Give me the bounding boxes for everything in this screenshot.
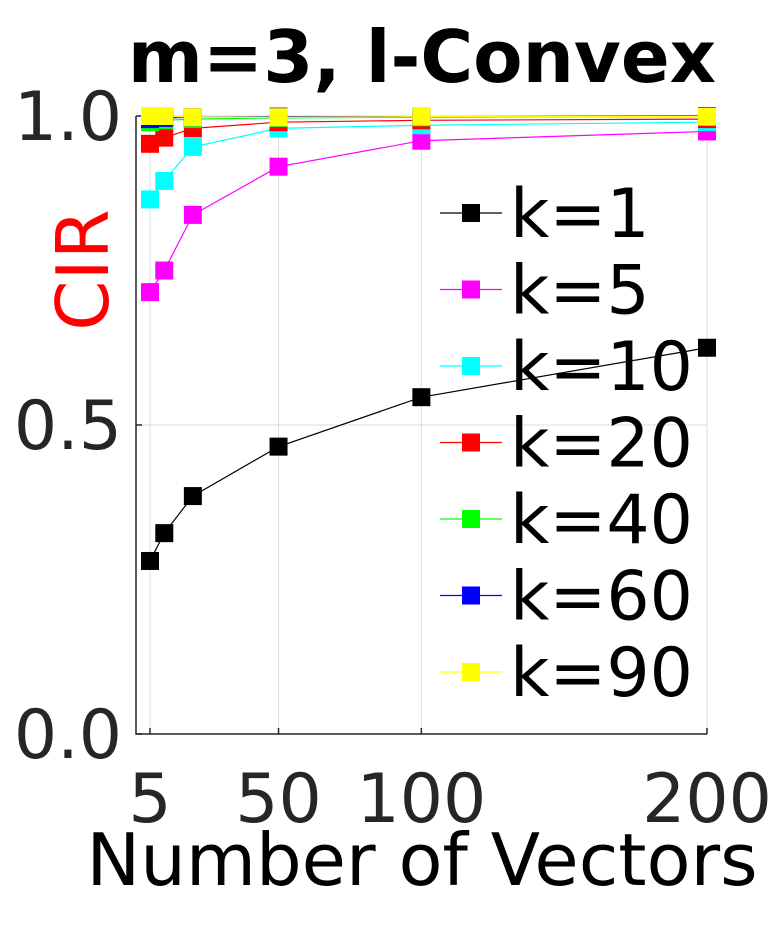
data-point [269, 437, 288, 456]
data-point [269, 157, 288, 176]
legend-label: k=10 [510, 328, 693, 407]
legend-label: k=20 [510, 405, 693, 484]
legend-item: k=90 [440, 634, 693, 713]
legend-marker [462, 433, 480, 452]
legend-item: k=60 [440, 558, 693, 637]
legend-marker [462, 357, 480, 375]
data-point [141, 190, 159, 209]
legend-item: k=10 [440, 328, 693, 407]
series-k-90 [141, 107, 716, 127]
data-point [698, 338, 716, 357]
data-point [155, 128, 174, 147]
data-point [183, 137, 202, 156]
series [141, 107, 716, 570]
tick-labels: 5 50 100 200 0.0 0.5 1.0 [14, 78, 772, 839]
y-tick-label: 0.5 [14, 387, 122, 466]
data-point [141, 283, 159, 302]
y-tick-label: 1.0 [14, 78, 122, 157]
legend-label: k=90 [510, 634, 693, 713]
legend-marker [462, 280, 480, 299]
legend-marker [462, 663, 480, 681]
x-tick-label: 50 [235, 760, 322, 839]
legend-marker [462, 510, 480, 528]
data-point [141, 551, 159, 570]
legend-item: k=1 [440, 175, 650, 254]
legend-marker [462, 204, 480, 222]
data-point [155, 524, 174, 543]
data-point [412, 388, 431, 407]
legend-label: k=40 [510, 481, 693, 560]
data-point [412, 131, 431, 150]
legend-label: k=5 [510, 252, 650, 331]
data-point [183, 487, 202, 506]
legend-item: k=40 [440, 481, 693, 560]
legend: k=1k=5k=10k=20k=40k=60k=90 [440, 175, 693, 713]
data-point [141, 134, 159, 153]
x-axis-label: Number of Vectors [86, 818, 757, 902]
x-tick-label: 200 [642, 760, 772, 839]
legend-label: k=60 [510, 558, 693, 637]
data-point [155, 107, 174, 125]
data-point [269, 108, 288, 127]
x-tick-label: 100 [356, 760, 486, 839]
legend-marker [462, 586, 480, 605]
data-point [183, 108, 202, 127]
legend-label: k=1 [510, 175, 650, 254]
axes [135, 115, 708, 735]
data-point [183, 205, 202, 224]
legend-item: k=20 [440, 405, 693, 484]
x-tick-label: 5 [128, 760, 171, 839]
y-tick-label: 0.0 [14, 696, 122, 775]
y-axis-label: CIR [41, 209, 125, 331]
data-point [155, 261, 174, 280]
series-k-1 [141, 338, 716, 570]
data-point [141, 107, 159, 125]
data-point [155, 171, 174, 190]
data-point [412, 107, 431, 126]
chart-title: m=3, l-Convex [128, 15, 716, 99]
data-point [698, 107, 716, 126]
legend-item: k=5 [440, 252, 650, 331]
